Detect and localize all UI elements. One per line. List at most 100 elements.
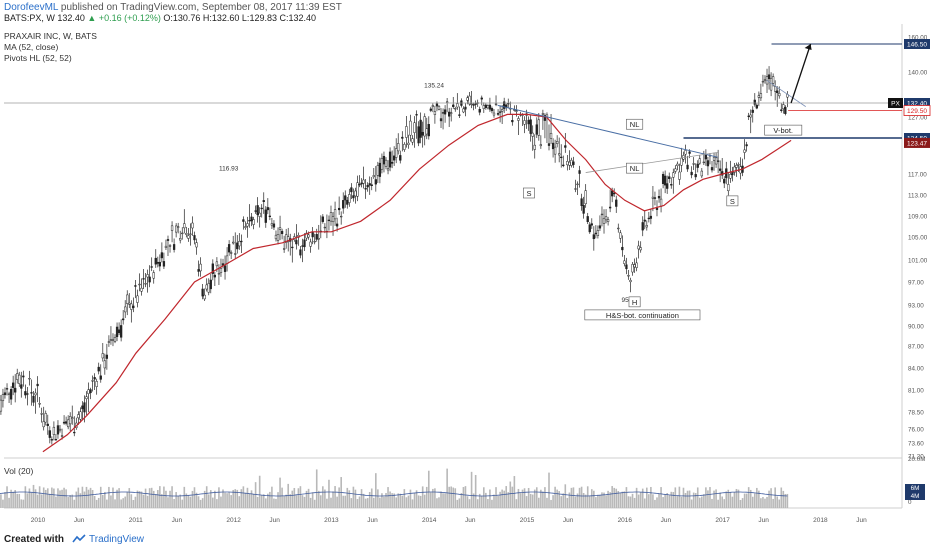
volume-bar bbox=[49, 494, 51, 508]
price-candle bbox=[631, 261, 634, 276]
price-candle bbox=[411, 135, 414, 146]
x-tick-label: 2012 bbox=[226, 517, 241, 524]
volume-bar bbox=[584, 494, 587, 508]
volume-bar bbox=[181, 499, 184, 508]
candle-body bbox=[56, 425, 60, 435]
author-link[interactable]: DorofeevML bbox=[4, 2, 59, 13]
volume-bar bbox=[662, 497, 664, 508]
volume-bar bbox=[77, 487, 80, 508]
annotation-box bbox=[764, 124, 803, 136]
candle-body bbox=[613, 192, 616, 195]
volume-bar bbox=[201, 498, 204, 508]
price-candle bbox=[615, 195, 618, 213]
candle-body bbox=[769, 78, 773, 91]
y-tick-label: 140.00 bbox=[908, 70, 928, 77]
price-candle bbox=[686, 155, 689, 172]
price-candle bbox=[272, 220, 276, 231]
candle-body bbox=[635, 262, 638, 268]
candle-body bbox=[596, 230, 600, 236]
volume-bar bbox=[189, 496, 192, 508]
price-candle bbox=[484, 103, 487, 110]
volume-bar bbox=[415, 490, 418, 508]
volume-bar bbox=[470, 471, 473, 508]
volume-bar bbox=[713, 490, 715, 508]
volume-bar bbox=[350, 498, 353, 508]
candle-body bbox=[590, 223, 593, 226]
candle-body bbox=[380, 158, 384, 170]
price-candle bbox=[289, 233, 292, 256]
volume-bar bbox=[220, 496, 222, 508]
price-candle bbox=[399, 150, 402, 164]
volume-bar bbox=[322, 486, 324, 508]
candle-body bbox=[113, 336, 117, 342]
price-candle bbox=[450, 107, 453, 122]
price-candle bbox=[172, 238, 176, 253]
candle-body bbox=[598, 225, 602, 229]
price-tag: 132.40 PX bbox=[888, 98, 930, 108]
volume-bar bbox=[768, 490, 770, 508]
candle-body bbox=[576, 183, 579, 186]
candle-body bbox=[356, 182, 359, 197]
price-candle bbox=[598, 215, 602, 231]
volume-bar bbox=[0, 494, 2, 508]
volume-bar bbox=[167, 497, 169, 508]
candle-body bbox=[28, 377, 31, 380]
price-candle bbox=[647, 211, 650, 223]
price-candle bbox=[205, 278, 208, 292]
candle-body bbox=[42, 421, 45, 428]
volume-bar bbox=[474, 474, 477, 508]
price-candle bbox=[643, 210, 646, 230]
volume-bar bbox=[305, 490, 308, 508]
volume-bar bbox=[240, 489, 243, 508]
candle-body bbox=[358, 183, 361, 186]
candle-body bbox=[594, 232, 598, 235]
candle-body bbox=[492, 112, 496, 116]
price-candle bbox=[174, 223, 178, 238]
candle-body bbox=[556, 141, 559, 144]
volume-bar bbox=[625, 487, 628, 508]
price-candle bbox=[657, 189, 661, 203]
price-candle bbox=[221, 258, 225, 269]
candle-body bbox=[58, 428, 62, 431]
price-candle bbox=[287, 227, 290, 252]
volume-bar bbox=[99, 486, 102, 508]
price-candle bbox=[780, 103, 783, 113]
price-candle bbox=[384, 157, 388, 170]
volume-bar bbox=[605, 495, 607, 508]
price-candle bbox=[81, 401, 84, 420]
candle-body bbox=[162, 261, 166, 267]
candle-body bbox=[323, 226, 327, 229]
volume-bar bbox=[776, 496, 779, 508]
candle-body bbox=[95, 381, 98, 387]
volume-bar bbox=[2, 499, 4, 508]
volume-bar bbox=[698, 497, 701, 508]
volume-bar bbox=[701, 496, 703, 508]
price-tag-label: 123.47 bbox=[907, 140, 927, 147]
price-candle bbox=[97, 362, 100, 375]
tradingview-brand[interactable]: TradingView bbox=[89, 534, 145, 545]
candle-body bbox=[523, 120, 526, 125]
candle-body bbox=[115, 326, 119, 338]
volume-bar bbox=[12, 492, 14, 508]
candle-body bbox=[234, 253, 237, 255]
volume-bar bbox=[756, 487, 758, 508]
price-candle bbox=[42, 406, 45, 431]
price-candle bbox=[623, 254, 626, 267]
volume-bar bbox=[26, 493, 29, 508]
volume-bar bbox=[460, 492, 463, 508]
candle-body bbox=[452, 104, 455, 107]
volume-bar bbox=[568, 492, 571, 508]
candle-body bbox=[105, 354, 109, 359]
volume-bar bbox=[423, 494, 426, 508]
candle-body bbox=[468, 95, 471, 105]
price-candle bbox=[140, 278, 143, 296]
volume-bar bbox=[338, 487, 340, 508]
volume-bar bbox=[391, 493, 393, 508]
y-tick-label: 71.20 bbox=[908, 454, 924, 461]
price-candle bbox=[441, 108, 445, 130]
price-candle bbox=[395, 138, 398, 164]
volume-bar bbox=[69, 495, 71, 508]
volume-bar bbox=[735, 488, 738, 508]
